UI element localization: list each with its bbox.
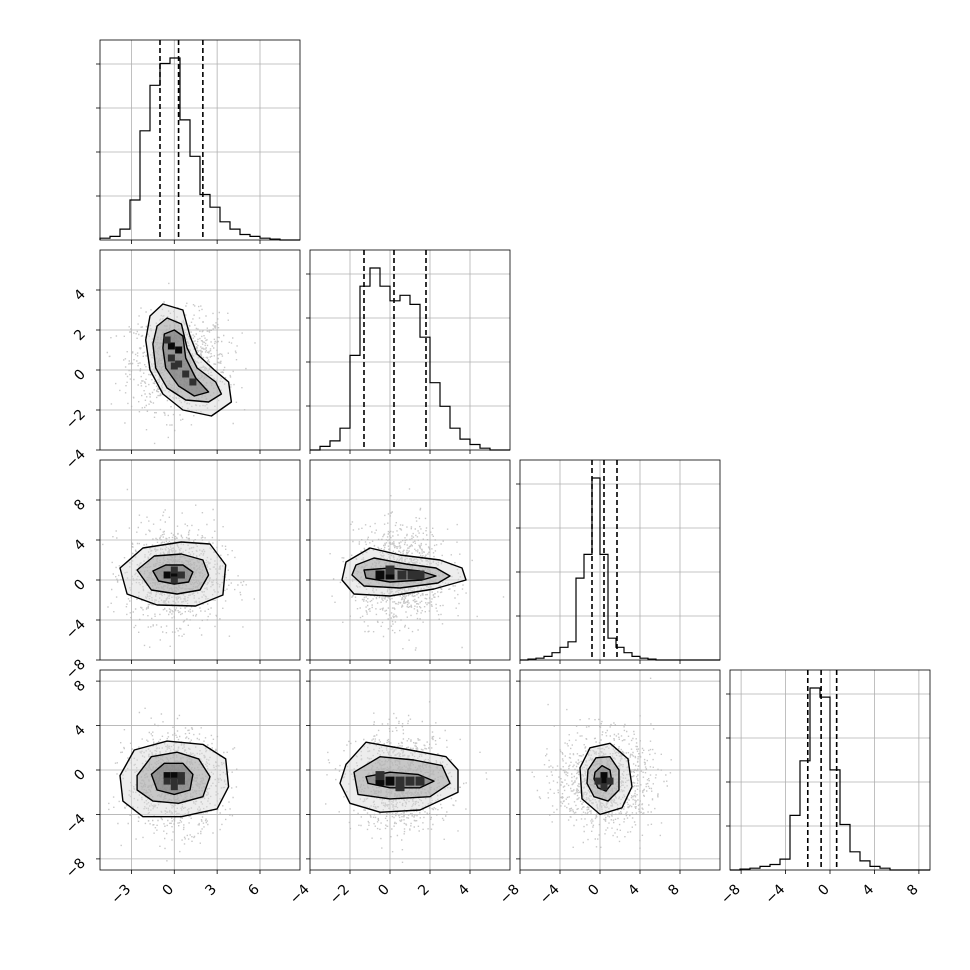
panel-frame: [99, 459, 301, 661]
histogram-panel-1: [306, 249, 511, 454]
density-core-cell: [170, 777, 178, 785]
density-core-cell: [600, 783, 608, 791]
x-tick-label: −8: [497, 882, 523, 908]
panel-frame: [309, 459, 511, 661]
histogram-step: [520, 477, 720, 661]
y-tick-label: 0: [71, 577, 89, 595]
density-core-cell: [163, 777, 171, 785]
histogram-step: [310, 267, 510, 451]
histogram-panel-2: [516, 459, 721, 664]
histogram-step: [99, 57, 300, 241]
x-tick-label: −2: [327, 882, 353, 908]
histogram-panel-3: −8 −4 0 4 8: [718, 669, 931, 908]
density-core-cell: [163, 772, 171, 780]
grid-lines: [520, 460, 720, 660]
y-tick-label: 0: [71, 767, 89, 785]
density-core-cell: [375, 776, 385, 786]
panels-layer: −8 −4 0 4 8 −4 −2 0 2 4 −8 −4 0 4 8 −3 0 3 6 −8 −4 0 4 8 −4 −2 0 2 4…: [63, 39, 931, 908]
density-core-cell: [177, 772, 185, 780]
density-core-cell: [175, 346, 183, 354]
density-core-cell: [170, 772, 178, 780]
x-tick-label: 8: [904, 882, 922, 900]
x-tick-label: −3: [108, 882, 134, 908]
density-panel-3-1: −4 −2 0 2 4: [287, 669, 511, 908]
density-core-cell: [175, 360, 183, 368]
x-tick-label: 0: [375, 882, 393, 900]
y-tick-label: −4: [63, 616, 89, 642]
density-core-cell: [375, 771, 385, 781]
density-core-cell: [375, 570, 385, 580]
density-core-cell: [594, 777, 602, 785]
panel-frame: [309, 249, 511, 451]
density-core-cell: [177, 571, 185, 579]
x-tick-label: −8: [718, 882, 744, 908]
density-panel-1-0: −4 −2 0 2 4: [63, 249, 301, 472]
density-core-cell: [385, 570, 395, 580]
y-tick-label: −8: [63, 855, 89, 881]
x-tick-label: 6: [245, 881, 263, 899]
density-core-cell: [163, 571, 171, 579]
x-tick-label: −4: [287, 881, 313, 907]
histogram-step: [730, 687, 930, 871]
density-core-cell: [170, 566, 178, 574]
density-core-cell: [415, 570, 425, 580]
panel-frame: [99, 39, 301, 241]
grid-lines: [100, 40, 300, 240]
density-core-cell: [606, 777, 614, 785]
x-tick-label: 8: [665, 882, 683, 900]
density-core-cell: [385, 565, 395, 575]
density-core-cell: [163, 336, 171, 344]
density-core-cell: [182, 370, 190, 378]
density-core-cell: [600, 777, 608, 785]
density-panel-3-2: −8 −4 0 4 8: [497, 669, 721, 908]
y-tick-label: −4: [63, 811, 89, 837]
density-core-cell: [189, 378, 197, 386]
x-tick-label: 2: [415, 882, 433, 900]
density-core-cell: [177, 777, 185, 785]
x-tick-label: 4: [860, 881, 878, 899]
density-core-cell: [395, 776, 405, 786]
density-core-cell: [397, 570, 407, 580]
y-tick-label: −4: [63, 446, 89, 472]
density-core-cell: [167, 354, 175, 362]
histogram-panel-0: [96, 39, 301, 244]
density-core-cell: [385, 776, 395, 786]
density-core-cell: [170, 783, 178, 791]
x-tick-label: −4: [537, 881, 563, 907]
grid-lines: [310, 250, 510, 450]
density-panel-3-0: −3 0 3 6 −8 −4 0 4 8: [63, 669, 301, 908]
density-core-cell: [395, 782, 405, 792]
y-tick-label: 4: [71, 286, 89, 304]
x-tick-label: 3: [202, 882, 220, 900]
density-core-cell: [407, 570, 417, 580]
panel-frame: [99, 249, 301, 451]
y-tick-label: 4: [71, 536, 89, 554]
y-tick-label: 2: [71, 327, 89, 345]
y-tick-label: 0: [71, 367, 89, 385]
density-panel-2-1: [306, 459, 511, 664]
density-core-cell: [600, 772, 608, 780]
y-tick-label: 4: [71, 722, 89, 740]
density-core-cell: [170, 571, 178, 579]
density-core-cell: [415, 776, 425, 786]
x-tick-label: 0: [159, 882, 177, 900]
y-tick-label: 8: [71, 497, 89, 515]
density-core-cell: [405, 776, 415, 786]
density-core-cell: [167, 342, 175, 350]
y-tick-label: 8: [71, 678, 89, 696]
density-core-cell: [170, 576, 178, 584]
x-tick-label: −4: [762, 881, 788, 907]
x-tick-label: 4: [455, 881, 473, 899]
x-tick-label: 4: [625, 881, 643, 899]
density-core-cell: [170, 362, 178, 370]
x-tick-label: 0: [815, 882, 833, 900]
x-tick-label: 0: [585, 882, 603, 900]
y-tick-label: −2: [63, 407, 89, 433]
panel-frame: [519, 459, 721, 661]
